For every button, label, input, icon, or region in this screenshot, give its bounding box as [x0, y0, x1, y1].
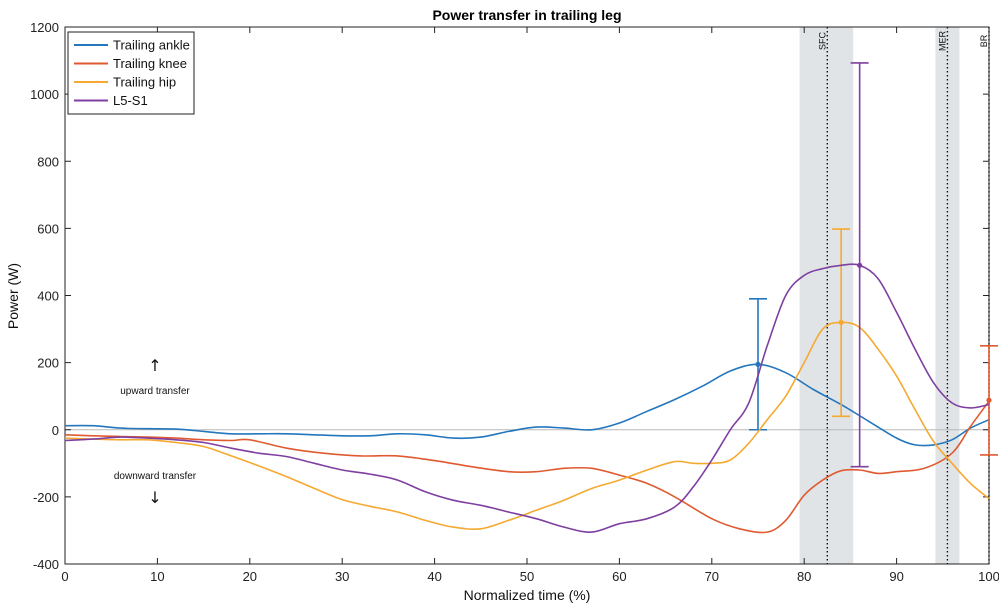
x-tick-label: 70	[705, 569, 719, 584]
legend: Trailing ankle Trailing knee Trailing hip L…	[67, 31, 195, 115]
y-tick-label: 600	[37, 221, 59, 236]
y-tick-label: 400	[37, 289, 59, 304]
x-tick-label: 30	[335, 569, 349, 584]
mean-point-trailing-hip	[838, 319, 844, 325]
series-line-trailing-hip	[64, 321, 990, 530]
y-tick-label: 0	[52, 423, 59, 438]
annotations: ↑ upward transfer downward transfer ↓	[114, 356, 197, 507]
y-tick-label: 200	[37, 356, 59, 371]
legend-label-trailing-knee: Trailing knee	[113, 56, 187, 71]
mean-point-trailing-knee	[986, 397, 992, 403]
legend-label-trailing-ankle: Trailing ankle	[113, 38, 190, 53]
down-arrow-icon: ↓	[148, 488, 161, 507]
event-band-sfc	[799, 27, 854, 564]
downward-transfer-label: downward transfer	[114, 471, 197, 482]
up-arrow-icon: ↑	[148, 356, 161, 375]
x-tick-label: 100	[978, 569, 999, 584]
event-label-br: BR	[979, 34, 989, 47]
x-tick-label: 40	[427, 569, 441, 584]
x-tick-label: 80	[797, 569, 811, 584]
y-axis-label: Power (W)	[5, 263, 21, 329]
event-label-sfc: SFC	[817, 31, 827, 50]
x-tick-label: 10	[150, 569, 164, 584]
series-line-trailing-knee	[64, 400, 990, 534]
y-tick-label: 800	[37, 154, 59, 169]
x-tick-label: 60	[612, 569, 626, 584]
y-tick-label: -400	[33, 557, 59, 572]
event-label-mer: MER	[937, 31, 947, 52]
y-tick-label: -200	[33, 490, 59, 505]
series-layer	[64, 62, 998, 534]
x-tick-label: 20	[243, 569, 257, 584]
legend-label-l5-s1: L5-S1	[113, 93, 148, 108]
upward-transfer-label: upward transfer	[120, 386, 190, 397]
y-tick-label: 1000	[30, 87, 59, 102]
mean-point-trailing-ankle	[755, 361, 761, 367]
x-tick-label: 50	[520, 569, 534, 584]
series-line-trailing-ankle	[64, 363, 990, 447]
mean-point-l5-s1	[857, 262, 863, 268]
legend-label-trailing-hip: Trailing hip	[113, 75, 176, 90]
event-bands: SFC MER BR	[799, 27, 990, 564]
series-line-l5-s1	[64, 263, 990, 533]
x-tick-label: 0	[61, 569, 68, 584]
x-tick-label: 90	[889, 569, 903, 584]
axes: 0 10 20 30 40 50 60 70 80 90 100 -400 -200 0 200 400 600…	[30, 20, 999, 584]
x-axis-label: Normalized time (%)	[464, 587, 591, 603]
y-tick-label: 1200	[30, 20, 59, 35]
chart-title: Power transfer in trailing leg	[432, 7, 621, 23]
